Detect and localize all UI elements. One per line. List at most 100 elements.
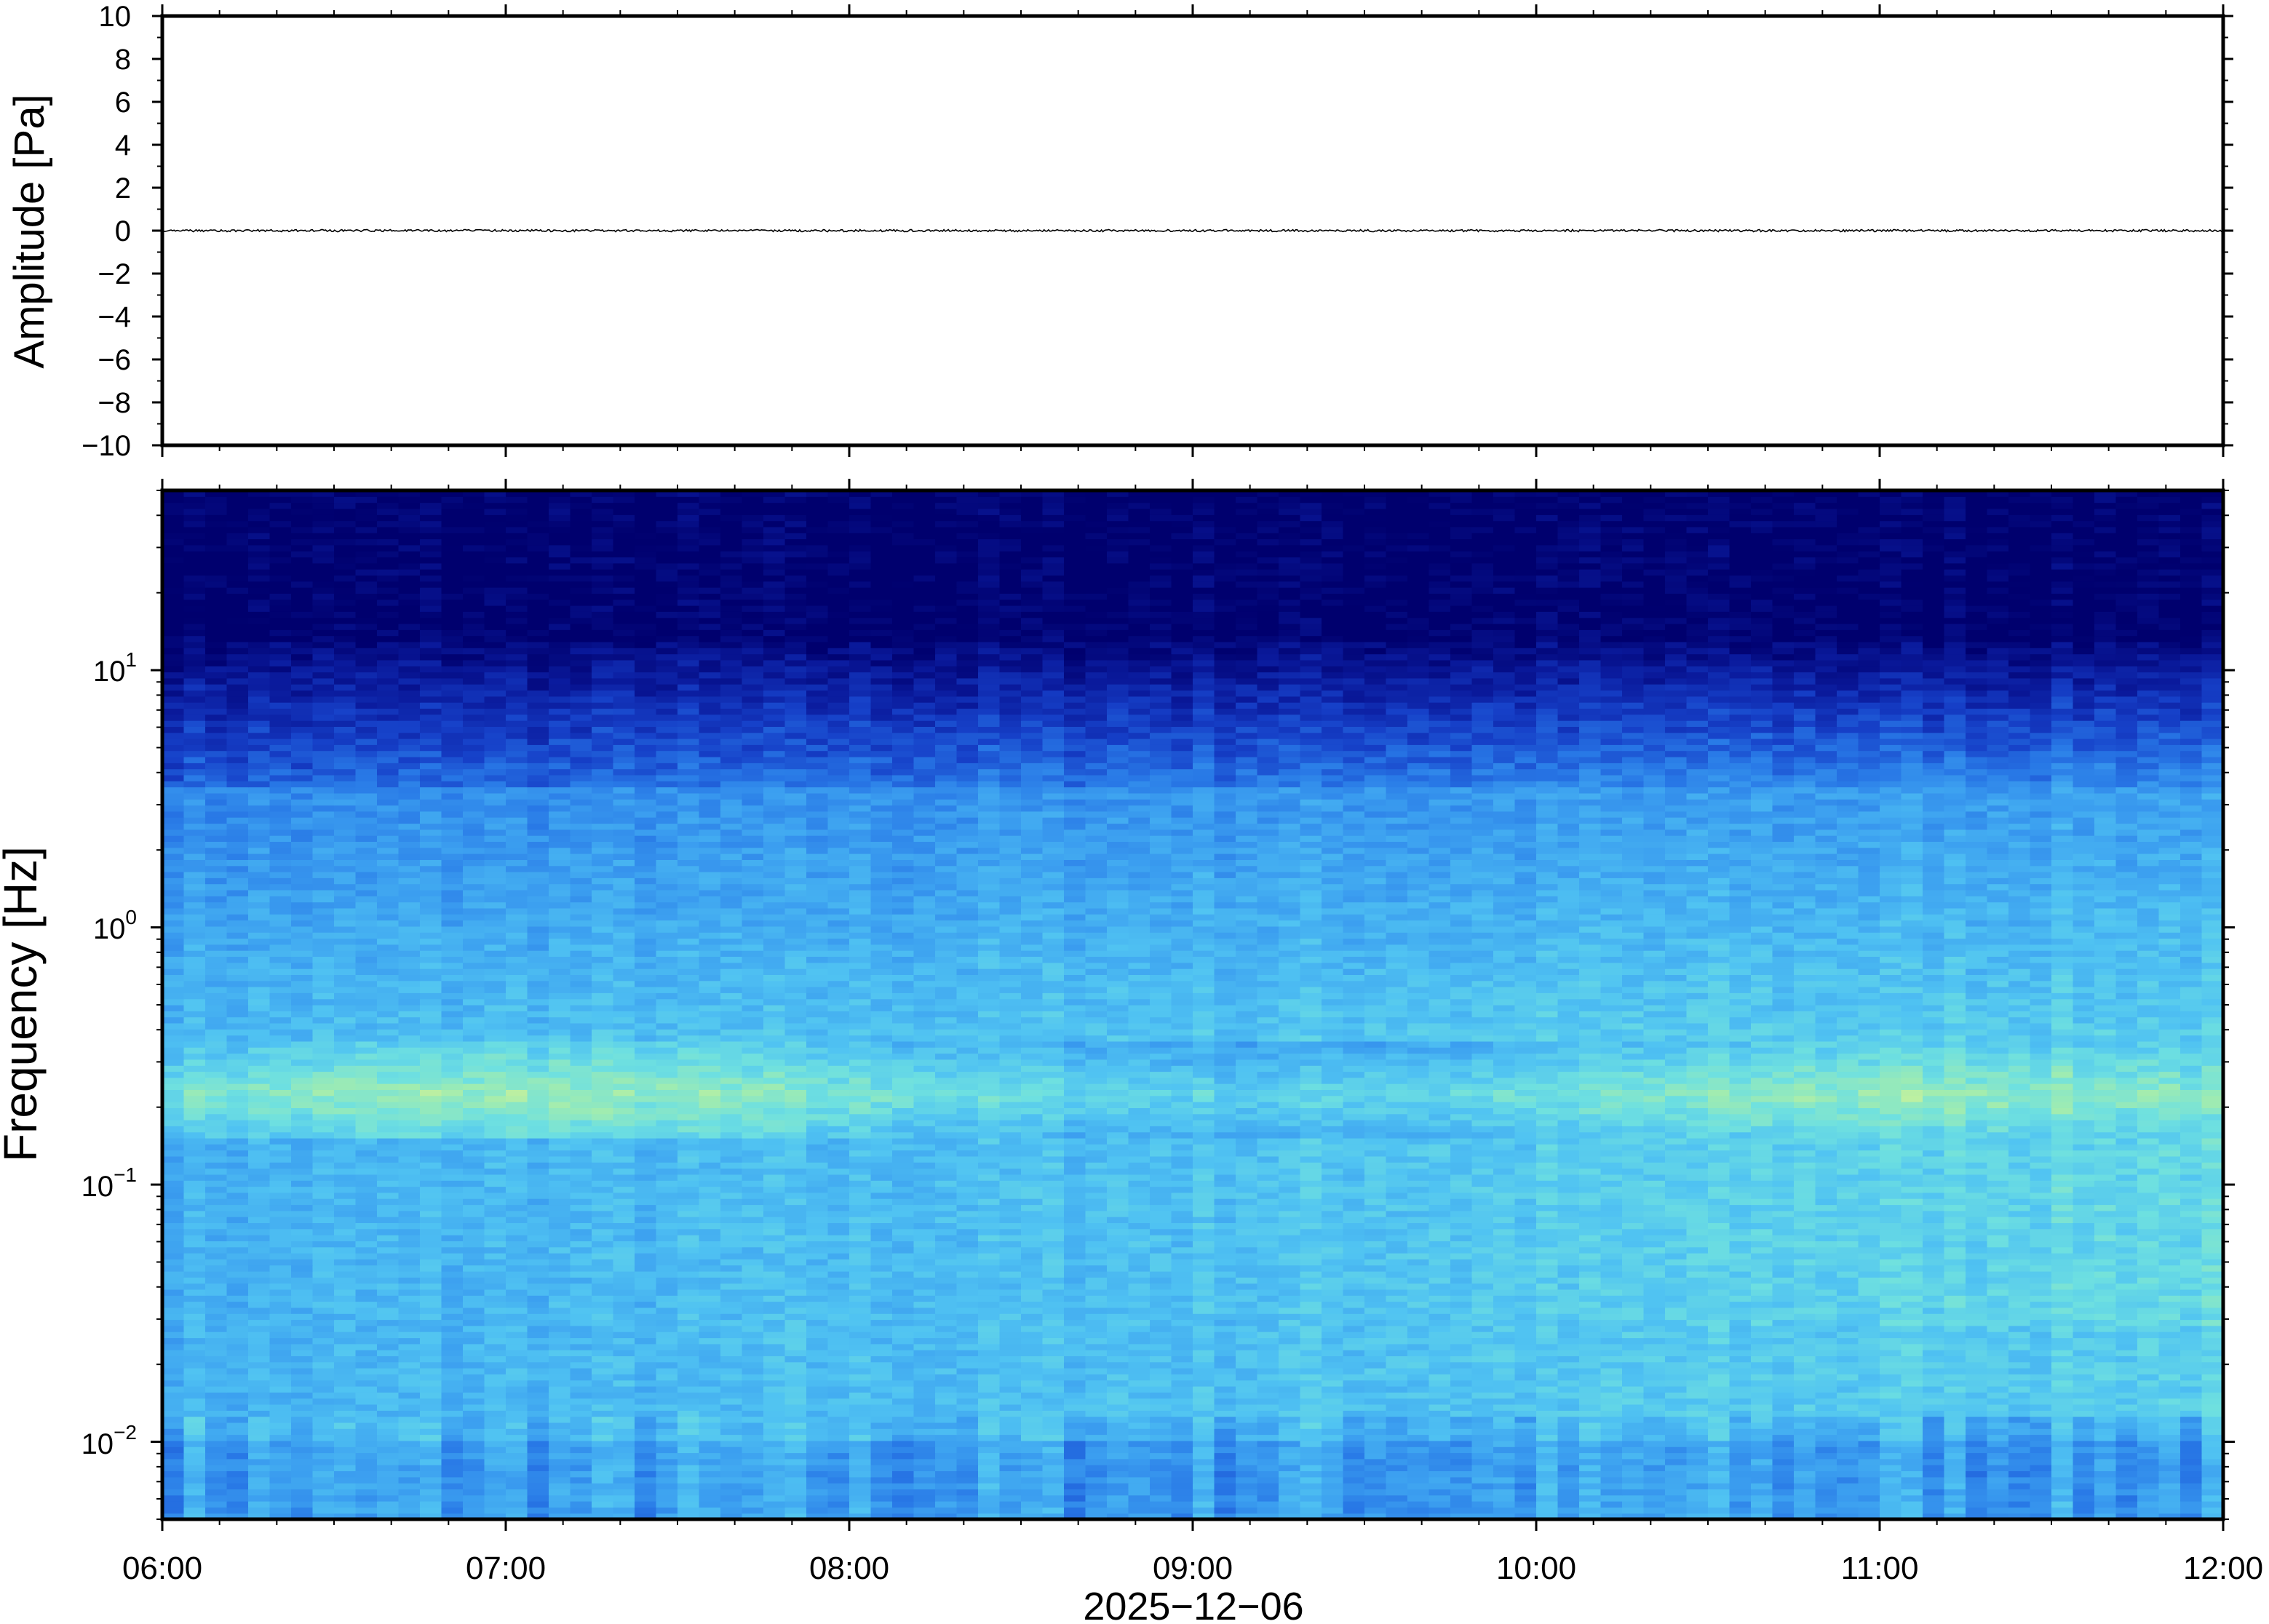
spectrogram-cell — [1236, 1204, 1258, 1211]
spectrogram-cell — [699, 1465, 721, 1471]
spectrogram-cell — [570, 1235, 592, 1241]
spectrogram-cell — [549, 1446, 571, 1454]
spectrogram-cell — [2201, 1332, 2224, 1339]
spectrogram-cell — [1300, 1428, 1322, 1436]
spectrogram-cell — [2115, 1343, 2138, 1350]
spectrogram-cell — [1686, 1422, 1709, 1429]
spectrogram-cell — [2201, 1458, 2224, 1465]
spectrogram-cell — [1557, 1217, 1580, 1223]
spectrogram-cell — [1514, 1277, 1537, 1284]
spectrogram-cell — [720, 1295, 743, 1302]
spectrogram-cell — [870, 1483, 893, 1489]
spectrogram-cell — [849, 1470, 872, 1478]
spectrogram-cell — [377, 1319, 400, 1326]
spectrogram-cell — [1236, 1476, 1258, 1484]
spectrogram-cell — [1021, 1434, 1044, 1441]
spectrogram-cell — [1107, 1228, 1129, 1235]
spectrogram-cell — [506, 1416, 528, 1423]
spectrogram-cell — [2180, 1507, 2203, 1514]
spectrogram-cell — [269, 1446, 292, 1454]
spectrogram-cell — [892, 1507, 915, 1514]
spectrogram-cell — [763, 1246, 786, 1254]
spectrogram-cell — [1428, 1404, 1451, 1411]
spectrogram-cell — [1708, 1265, 1730, 1272]
spectrogram-cell — [1966, 1228, 1988, 1235]
spectrogram-cell — [1386, 1337, 1408, 1345]
spectrogram-cell — [1665, 1277, 1688, 1284]
spectrogram-cell — [1557, 1295, 1580, 1302]
spectrogram-cell — [1686, 1246, 1709, 1254]
spectrogram-cell — [1064, 1368, 1086, 1374]
spectrogram-cell — [1150, 1241, 1172, 1248]
spectrogram-cell — [377, 1204, 400, 1211]
spectrogram-cell — [784, 1235, 807, 1241]
spectrogram-cell — [355, 1458, 378, 1465]
spectrogram-cell — [2051, 1465, 2074, 1471]
spectrogram-cell — [1214, 1410, 1236, 1417]
spectrogram-cell — [1923, 1313, 1945, 1321]
spectrogram-cell — [1966, 1356, 1988, 1363]
spectrogram-cell — [2030, 1416, 2052, 1423]
spectrogram-cell — [2008, 1259, 2031, 1266]
spectrogram-cell — [1686, 1253, 1709, 1259]
spectrogram-cell — [1471, 1494, 1494, 1502]
spectrogram-cell — [1042, 1228, 1065, 1235]
spectrogram-cell — [1064, 1283, 1086, 1290]
spectrogram-cell — [1322, 1319, 1344, 1326]
spectrogram-cell — [463, 1228, 485, 1235]
spectrogram-cell — [592, 1470, 614, 1478]
spectrogram-cell — [1987, 1246, 2009, 1254]
spectrogram-cell — [1987, 1465, 2009, 1471]
spectrogram-cell — [1643, 1476, 1666, 1484]
spectrogram-cell — [1923, 1494, 1945, 1502]
spectrogram-cell — [1407, 1470, 1430, 1478]
spectrogram-cell — [999, 1416, 1022, 1423]
spectrogram-cell — [1450, 1307, 1473, 1314]
spectrogram-cell — [355, 1501, 378, 1508]
spectrogram-cell — [720, 1271, 743, 1278]
spectrogram-cell — [1064, 1434, 1086, 1441]
spectrogram-cell — [269, 1440, 292, 1447]
spectrogram-cell — [1923, 1416, 1945, 1423]
spectrogram-cell — [827, 1380, 850, 1387]
spectrogram-cell — [870, 1507, 893, 1514]
spectrogram-cell — [398, 1507, 421, 1514]
spectrogram-cell — [784, 1470, 807, 1478]
spectrogram-cell — [2158, 1380, 2181, 1387]
spectrogram-cell — [1214, 1494, 1236, 1502]
spectrogram-cell — [1150, 1265, 1172, 1272]
spectrogram-cell — [205, 1386, 228, 1393]
spectrogram-cell — [1643, 1513, 1666, 1520]
spectrogram-cell — [570, 1337, 592, 1345]
spectrogram-cell — [506, 1446, 528, 1454]
spectrogram-cell — [1815, 1319, 1837, 1326]
spectrogram-cell — [549, 1217, 571, 1223]
spectrogram-cell — [1364, 1452, 1387, 1460]
spectrogram-cell — [613, 1235, 635, 1241]
spectrogram-cell — [377, 1392, 400, 1399]
spectrogram-cell — [1557, 1470, 1580, 1478]
spectrogram-cell — [1021, 1470, 1044, 1478]
spectrogram-cell — [1923, 1404, 1945, 1411]
spectrogram-cell — [1686, 1458, 1709, 1465]
spectrogram-cell — [1021, 1210, 1044, 1217]
spectrogram-image — [162, 490, 2224, 1520]
spectrogram-cell — [1901, 1465, 1923, 1471]
spectrogram-cell — [656, 1452, 678, 1460]
spectrogram-cell — [1386, 1446, 1408, 1454]
spectrogram-cell — [1600, 1416, 1623, 1423]
spectrogram-cell — [1729, 1440, 1752, 1447]
spectrogram-cell — [484, 1470, 506, 1478]
spectrogram-cell — [291, 1452, 314, 1460]
spectrogram-cell — [849, 1265, 872, 1272]
spectrogram-cell — [892, 1452, 915, 1460]
spectrogram-cell — [2051, 1446, 2074, 1454]
spectrogram-cell — [1536, 1416, 1559, 1423]
spectrogram-cell — [1279, 1410, 1301, 1417]
spectrogram-cell — [1880, 1465, 1902, 1471]
spectrogram-cell — [1858, 1507, 1880, 1514]
spectrogram-cell — [784, 1494, 807, 1502]
spectrogram-cell — [1107, 1434, 1129, 1441]
spectrogram-cell — [1171, 1380, 1193, 1387]
spectrogram-cell — [1364, 1507, 1387, 1514]
